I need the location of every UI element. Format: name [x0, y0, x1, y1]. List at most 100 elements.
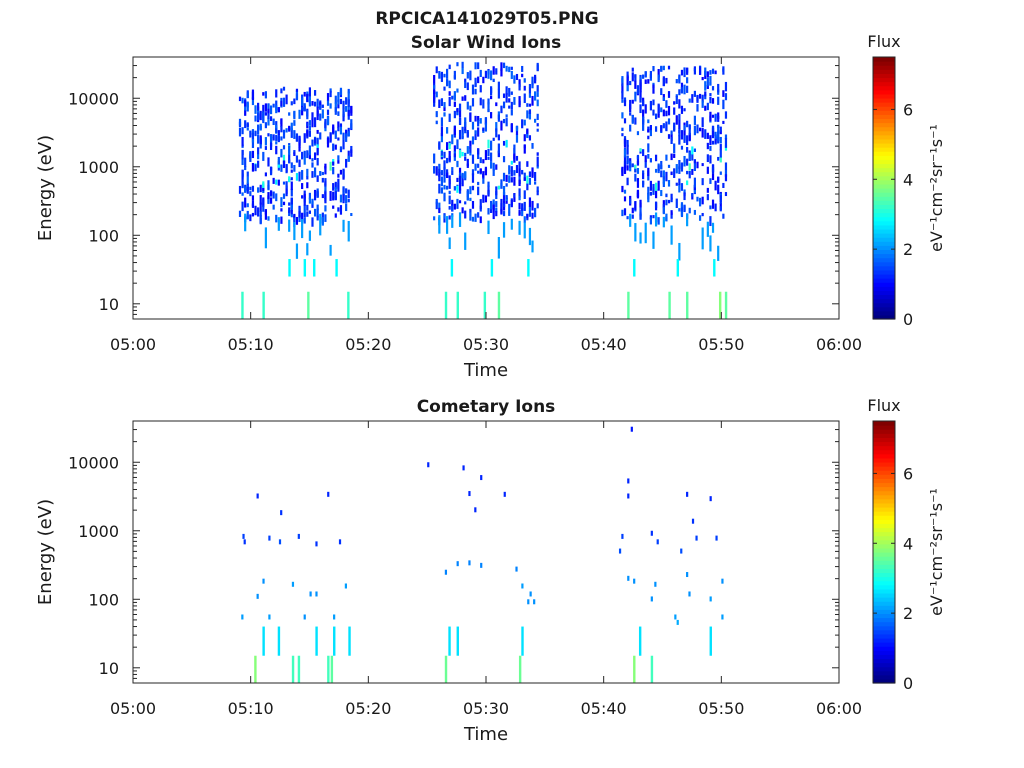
- data-cell: [246, 203, 249, 208]
- data-cell: [629, 80, 632, 86]
- data-cell: [342, 132, 345, 140]
- data-cell: [683, 189, 686, 195]
- data-cell: [719, 136, 722, 144]
- data-cell: [471, 200, 475, 209]
- data-cell: [443, 192, 446, 202]
- colorbar-band: [873, 678, 895, 684]
- data-cell: [490, 112, 493, 119]
- data-cell: [462, 465, 465, 471]
- data-cell: [649, 191, 652, 196]
- data-cell: [342, 219, 345, 232]
- data-cell: [435, 201, 438, 210]
- data-cell: [241, 136, 244, 147]
- data-cell: [249, 130, 252, 138]
- data-cell: [241, 169, 244, 177]
- data-cell: [315, 591, 318, 597]
- data-cell: [285, 128, 288, 133]
- data-cell: [683, 108, 686, 112]
- data-cell: [244, 109, 247, 116]
- data-cell: [634, 223, 637, 242]
- colorbar-band: [873, 97, 895, 103]
- data-cell: [722, 213, 725, 219]
- data-cell: [503, 491, 506, 497]
- data-cell: [484, 70, 488, 79]
- data-cell: [652, 183, 655, 192]
- data-cell: [719, 206, 722, 212]
- data-cell: [631, 99, 634, 104]
- data-cell: [332, 183, 335, 191]
- data-cell: [482, 159, 485, 164]
- data-cell: [306, 182, 309, 189]
- data-cell: [642, 100, 645, 107]
- data-cell: [321, 171, 324, 176]
- data-cell: [657, 103, 660, 114]
- colorbar-band: [873, 57, 895, 62]
- data-cell: [337, 155, 340, 161]
- data-cell: [244, 213, 247, 232]
- data-cell: [471, 84, 475, 95]
- data-cell: [339, 205, 343, 215]
- data-cell: [667, 180, 671, 187]
- data-cell: [490, 161, 493, 169]
- data-cell: [246, 210, 249, 219]
- data-cell: [308, 93, 311, 103]
- data-cell: [282, 129, 286, 139]
- data-cell: [706, 142, 709, 150]
- data-cell: [510, 109, 513, 116]
- data-cell: [497, 150, 500, 158]
- data-cell: [701, 117, 704, 128]
- data-cell: [313, 101, 317, 107]
- data-cell: [254, 205, 257, 216]
- data-cell: [277, 164, 280, 168]
- data-cell: [721, 578, 724, 584]
- data-cell: [673, 101, 676, 105]
- data-cell: [313, 137, 317, 144]
- data-cell: [311, 101, 314, 106]
- data-cell: [536, 203, 539, 209]
- data-cell: [257, 147, 260, 155]
- data-cell: [316, 98, 319, 109]
- colorbar-band: [873, 188, 895, 193]
- data-cell: [695, 535, 698, 541]
- data-column: [297, 655, 301, 683]
- data-cell: [634, 201, 637, 211]
- colorbar-band: [873, 147, 895, 152]
- data-cell: [670, 171, 673, 176]
- data-cell: [662, 78, 665, 87]
- data-cell: [479, 168, 482, 174]
- data-cell: [474, 62, 477, 70]
- data-cell: [642, 74, 645, 79]
- data-cell: [523, 93, 526, 104]
- data-cell: [244, 120, 247, 129]
- data-cell: [324, 118, 327, 129]
- data-cell: [347, 88, 350, 94]
- data-cell: [251, 195, 255, 201]
- data-cell: [453, 153, 456, 158]
- data-cell: [471, 185, 475, 191]
- data-cell: [701, 76, 704, 81]
- data-cell: [461, 179, 464, 187]
- data-cell: [350, 149, 353, 157]
- data-cell: [639, 199, 642, 208]
- data-cell: [686, 213, 689, 227]
- data-cell: [515, 126, 519, 132]
- data-cell: [634, 168, 637, 173]
- data-cell: [706, 187, 709, 193]
- data-cell: [636, 160, 640, 166]
- data-cell: [345, 195, 348, 204]
- data-cell: [277, 156, 280, 165]
- data-cell: [505, 183, 508, 187]
- colorbar-band: [873, 511, 895, 516]
- data-column: [638, 626, 642, 656]
- data-cell: [717, 112, 720, 119]
- data-cell: [502, 93, 506, 98]
- data-cell: [256, 593, 259, 599]
- colorbar-band: [873, 159, 895, 165]
- data-cell: [301, 170, 304, 180]
- data-cell: [482, 194, 485, 203]
- data-cell: [319, 104, 322, 110]
- colorbar-frame: [872, 56, 896, 320]
- data-cell: [282, 160, 286, 164]
- data-cell: [329, 191, 332, 201]
- data-cell: [724, 137, 728, 148]
